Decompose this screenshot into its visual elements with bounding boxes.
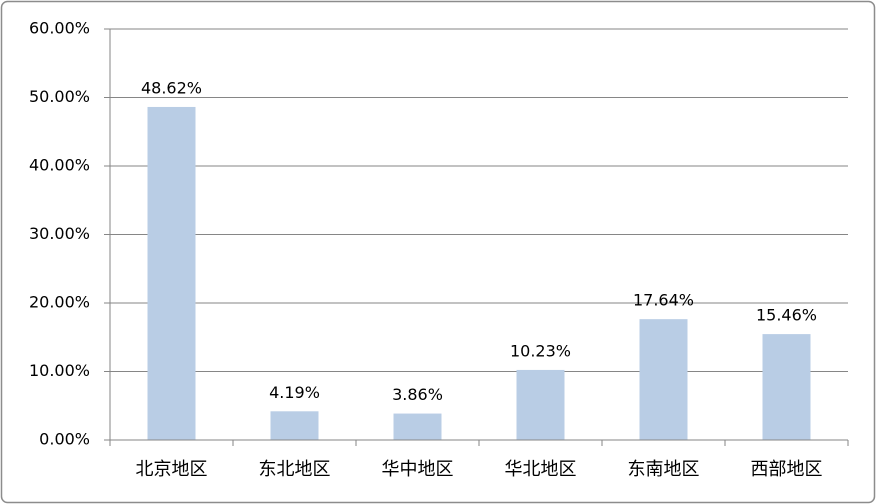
value-label: 4.19% — [269, 383, 320, 402]
x-tick-label: 华中地区 — [382, 459, 454, 480]
value-label: 48.62% — [141, 78, 202, 97]
bar — [762, 334, 811, 440]
x-tick-label: 东南地区 — [628, 459, 700, 480]
y-tick-label: 20.00% — [29, 293, 90, 312]
bar — [393, 413, 442, 440]
bar — [516, 369, 565, 440]
value-label: 15.46% — [756, 306, 817, 325]
y-tick-label: 60.00% — [29, 19, 90, 38]
y-tick-label: 50.00% — [29, 87, 90, 106]
y-tick-label: 40.00% — [29, 156, 90, 175]
value-label: 17.64% — [633, 291, 694, 310]
bar — [639, 319, 688, 440]
x-tick-label: 北京地区 — [136, 459, 208, 480]
x-tick-label: 东北地区 — [259, 459, 331, 480]
x-tick-label: 西部地区 — [751, 459, 823, 480]
y-tick-label: 30.00% — [29, 224, 90, 243]
bar — [270, 411, 319, 440]
value-label: 3.86% — [392, 385, 443, 404]
y-tick-label: 0.00% — [39, 430, 90, 449]
bar — [147, 106, 196, 440]
y-tick-label: 10.00% — [29, 361, 90, 380]
value-label: 10.23% — [510, 341, 571, 360]
x-tick-label: 华北地区 — [505, 459, 577, 480]
